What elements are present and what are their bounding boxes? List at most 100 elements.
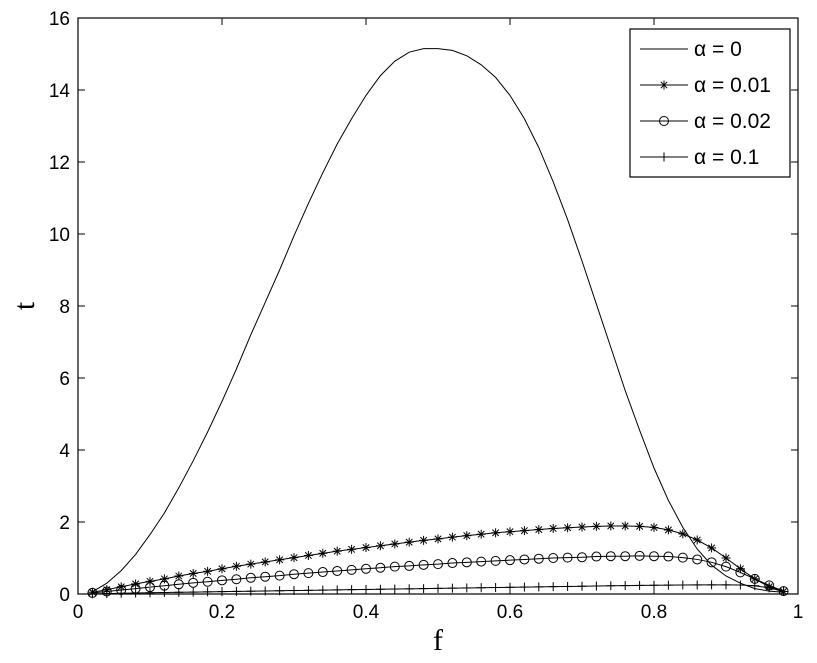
data-point [159,588,169,598]
data-point [447,558,458,569]
data-point [404,560,415,571]
data-point [548,553,559,563]
data-point [389,561,400,572]
data-point [707,543,717,553]
series-line-3 [92,555,784,594]
data-point [188,577,199,588]
data-point [217,564,227,574]
legend-entry: α = 0 [640,38,742,61]
legend-marker [659,116,669,126]
data-point [275,555,285,565]
data-point [461,557,472,568]
legend-label: α = 0.02 [694,110,771,133]
data-point [692,580,702,590]
data-point [591,581,601,591]
data-point [303,550,313,560]
data-point [548,582,558,592]
data-point [419,584,429,594]
y-tick-label: 14 [49,81,71,102]
data-point [490,555,501,566]
x-tick-label: 1 [793,602,804,623]
data-point [174,587,184,597]
legend: α = 0 α = 0.01 α = 0.02 α = 0.1 [629,28,791,178]
data-point [174,571,184,581]
legend-label: α = 0.1 [694,146,759,169]
data-point [491,528,501,538]
data-point [203,587,213,597]
plot-area-frame [77,17,799,595]
data-point [289,553,299,563]
data-point [332,546,342,556]
data-point [707,580,717,590]
legend-entry: α = 0.1 [640,146,759,169]
data-point [519,554,530,565]
data-point [649,522,659,532]
data-point [159,574,169,584]
data-point [692,535,702,545]
data-point [735,567,746,578]
data-point [591,521,601,531]
data-point [462,583,472,593]
x-tick-label: 0.2 [209,602,235,623]
data-point [433,534,443,544]
x-tick-label: 0.6 [497,602,523,623]
data-point [534,582,544,592]
data-point [634,550,645,561]
data-point [462,531,472,541]
y-tick-label: 0 [59,585,70,606]
data-point [203,566,213,576]
data-point [505,582,515,592]
data-point [303,568,314,579]
data-point [721,553,731,563]
series-1 [92,48,784,593]
data-point [764,583,774,593]
data-point [635,580,645,590]
y-tick-label: 16 [49,9,70,30]
data-point [332,585,342,595]
legend-label: α = 0.01 [694,74,771,97]
data-point [577,552,587,563]
data-point [606,521,616,531]
data-point [318,585,328,595]
data-point [620,551,631,562]
data-point [750,581,760,591]
data-point [548,523,558,533]
data-point [375,584,385,594]
data-point [533,553,544,564]
data-point [347,544,357,554]
data-point [606,581,616,591]
data-point [735,580,745,590]
data-point [505,555,515,566]
data-point [563,523,573,533]
data-point [361,584,371,594]
data-point [361,563,371,574]
data-point [563,581,573,591]
data-point [721,580,731,590]
data-point [721,561,731,572]
legend-label: α = 0 [694,38,742,61]
legend-marker [659,80,669,90]
data-point [663,551,674,562]
data-point [577,581,587,591]
data-point [605,551,616,562]
data-point [318,548,328,558]
x-tick-label: 0 [73,602,84,623]
data-point [347,585,357,595]
y-tick-label: 12 [49,153,70,174]
data-point [217,587,227,597]
data-point [419,535,429,545]
data-point [260,557,270,567]
data-point [447,532,457,542]
data-point [231,574,242,585]
data-point [404,537,414,547]
x-tick-label: 0.8 [641,602,667,623]
y-tick-label: 2 [59,513,70,534]
data-point [418,559,429,570]
data-point [390,584,400,594]
data-point [217,575,227,586]
data-point [433,559,443,570]
data-point [404,584,414,594]
data-point [476,529,486,539]
legend-entry: α = 0.02 [640,110,771,133]
